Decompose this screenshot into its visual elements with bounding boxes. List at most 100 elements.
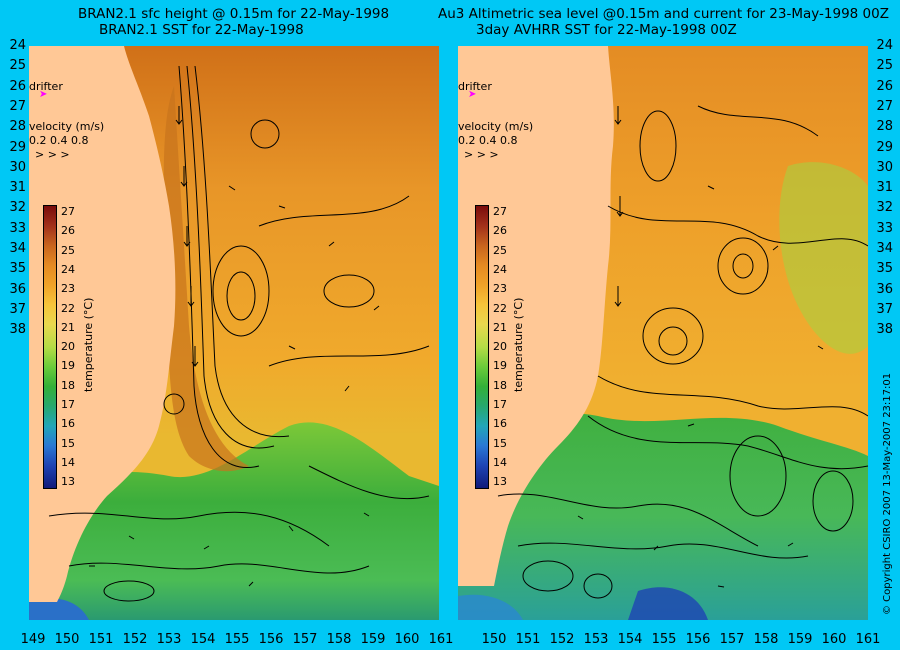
x-tick-label: 153 — [156, 632, 182, 647]
x-tick-label: 159 — [360, 632, 386, 647]
y-tick-label: 25 — [9, 58, 26, 74]
left-velocity-scale: 0.2 0.4 0.8 — [29, 134, 89, 147]
x-tick-label: 155 — [224, 632, 250, 647]
left-sst-map — [29, 46, 439, 620]
y-tick-label: 27 — [9, 98, 26, 114]
x-tick-label: 157 — [719, 632, 745, 647]
y-tick-label: 32 — [876, 200, 893, 216]
y-tick-label: 36 — [876, 281, 893, 297]
colorbar-tick-label: 22 — [493, 301, 507, 315]
colorbar-tick-label: 17 — [493, 398, 507, 411]
colorbar-tick-label: 19 — [61, 359, 75, 373]
colorbar-tick-label: 24 — [493, 262, 507, 276]
x-tick-label: 160 — [394, 632, 420, 647]
x-tick-label: 153 — [583, 632, 609, 647]
x-tick-label: 161 — [428, 632, 454, 647]
x-tick-label: 157 — [292, 632, 318, 647]
left-velocity-label: velocity (m/s) — [29, 120, 105, 133]
y-tick-label: 24 — [876, 38, 893, 53]
x-tick-label: 159 — [787, 632, 813, 647]
colorbar-tick-label: 15 — [61, 436, 75, 450]
y-tick-label: 29 — [9, 139, 26, 155]
right-drifter-label: drifter — [458, 80, 492, 93]
y-tick-label: 30 — [9, 159, 26, 175]
left-drifter-label: drifter — [29, 80, 63, 93]
right-velocity-arrows-legend: > > > — [464, 148, 499, 161]
right-velocity-arrows — [577, 106, 824, 588]
colorbar-tick-label: 20 — [61, 340, 75, 354]
x-tick-label: 151 — [515, 632, 541, 647]
y-tick-label: 34 — [876, 241, 893, 256]
x-tick-label: 158 — [753, 632, 779, 647]
y-tick-label: 36 — [9, 281, 26, 297]
y-tick-label: 25 — [876, 58, 893, 74]
x-tick-label: 151 — [88, 632, 114, 647]
x-tick-label: 158 — [326, 632, 352, 647]
colorbar-tick-label: 16 — [493, 417, 507, 431]
left-map-panel: drifter ➤ velocity (m/s) 0.2 0.4 0.8 > >… — [29, 46, 439, 620]
x-tick-label: 160 — [821, 632, 847, 647]
colorbar-tick-label: 21 — [61, 320, 75, 334]
colorbar-tick-label: 23 — [61, 282, 75, 296]
y-tick-label: 38 — [876, 322, 893, 338]
colorbar-tick-label: 13 — [61, 475, 75, 489]
y-tick-label: 26 — [876, 78, 893, 94]
x-tick-label: 152 — [549, 632, 575, 647]
colorbar-tick-label: 15 — [493, 436, 507, 450]
x-tick-label: 156 — [685, 632, 711, 647]
y-tick-label: 30 — [876, 159, 893, 175]
right-title-line2: 3day AVHRR SST for 22-May-1998 00Z — [476, 22, 737, 38]
colorbar-tick-label: 17 — [61, 398, 75, 411]
right-contours — [497, 105, 868, 599]
x-tick-label: 154 — [190, 632, 216, 647]
colorbar-tick-label: 18 — [61, 378, 75, 392]
colorbar-tick-label: 14 — [61, 455, 75, 469]
left-colorbar — [43, 205, 57, 489]
right-velocity-scale: 0.2 0.4 0.8 — [458, 134, 518, 147]
y-tick-label: 26 — [9, 78, 26, 94]
colorbar-tick-label: 27 — [61, 205, 75, 218]
right-colorbar — [475, 205, 489, 489]
y-tick-label: 31 — [876, 180, 893, 196]
x-tick-label: 156 — [258, 632, 284, 647]
y-tick-label: 28 — [876, 119, 893, 135]
y-tick-label: 35 — [9, 261, 26, 277]
colorbar-tick-label: 19 — [493, 359, 507, 373]
y-tick-label: 32 — [9, 200, 26, 216]
y-tick-label: 29 — [876, 139, 893, 155]
right-colorbar-label: temperature (°C) — [512, 297, 525, 392]
left-contours — [48, 65, 430, 602]
y-tick-label: 37 — [9, 301, 26, 317]
x-tick-label: 150 — [481, 632, 507, 647]
y-tick-label: 38 — [9, 322, 26, 338]
right-title-line1: Au3 Altimetric sea level @0.15m and curr… — [438, 6, 889, 22]
right-map-panel: drifter ➤ velocity (m/s) 0.2 0.4 0.8 > >… — [458, 46, 868, 620]
colorbar-tick-label: 27 — [493, 205, 507, 218]
colorbar-tick-label: 23 — [493, 282, 507, 296]
colorbar-tick-label: 16 — [61, 417, 75, 431]
x-tick-label: 149 — [20, 632, 46, 647]
x-tick-label: 150 — [54, 632, 80, 647]
left-velocity-arrows — [89, 106, 380, 587]
right-sst-map — [458, 46, 868, 620]
left-title-line2: BRAN2.1 SST for 22-May-1998 — [99, 22, 304, 38]
left-velocity-arrows-legend: > > > — [35, 148, 70, 161]
colorbar-tick-label: 14 — [493, 455, 507, 469]
colorbar-tick-label: 13 — [493, 475, 507, 489]
right-drifter-marker: ➤ — [468, 89, 477, 100]
x-tick-label: 161 — [855, 632, 881, 647]
y-tick-label: 31 — [9, 180, 26, 196]
y-tick-label: 34 — [9, 241, 26, 256]
colorbar-tick-label: 25 — [493, 243, 507, 257]
colorbar-tick-label: 22 — [61, 301, 75, 315]
y-tick-label: 28 — [9, 119, 26, 135]
colorbar-tick-label: 21 — [493, 320, 507, 334]
y-tick-label: 33 — [876, 220, 893, 236]
x-tick-label: 152 — [122, 632, 148, 647]
colorbar-tick-label: 24 — [61, 262, 75, 276]
colorbar-tick-label: 26 — [61, 224, 75, 238]
y-tick-label: 27 — [876, 98, 893, 114]
y-tick-label: 37 — [876, 301, 893, 317]
right-velocity-label: velocity (m/s) — [458, 120, 534, 133]
colorbar-tick-label: 26 — [493, 224, 507, 238]
